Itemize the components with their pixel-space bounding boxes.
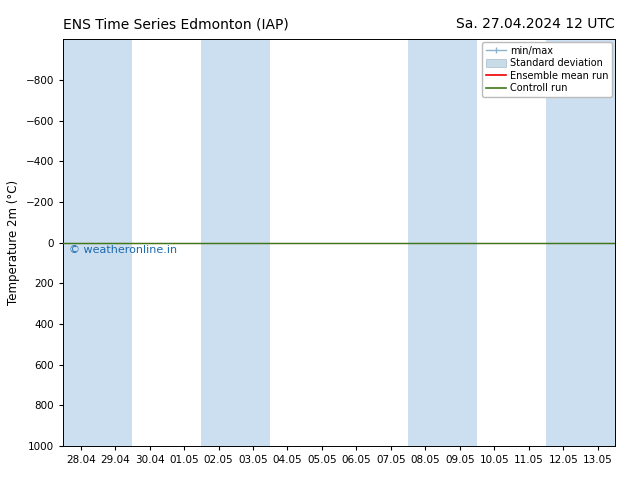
Text: Sa. 27.04.2024 12 UTC: Sa. 27.04.2024 12 UTC	[456, 17, 615, 31]
Bar	[202, 39, 270, 446]
Bar	[63, 39, 133, 446]
Y-axis label: Temperature 2m (°C): Temperature 2m (°C)	[8, 180, 20, 305]
Legend: min/max, Standard deviation, Ensemble mean run, Controll run: min/max, Standard deviation, Ensemble me…	[482, 42, 612, 97]
Bar	[408, 39, 477, 446]
Text: ENS Time Series Edmonton (IAP): ENS Time Series Edmonton (IAP)	[63, 17, 289, 31]
Text: © weatheronline.in: © weatheronline.in	[69, 245, 177, 255]
Bar	[546, 39, 615, 446]
